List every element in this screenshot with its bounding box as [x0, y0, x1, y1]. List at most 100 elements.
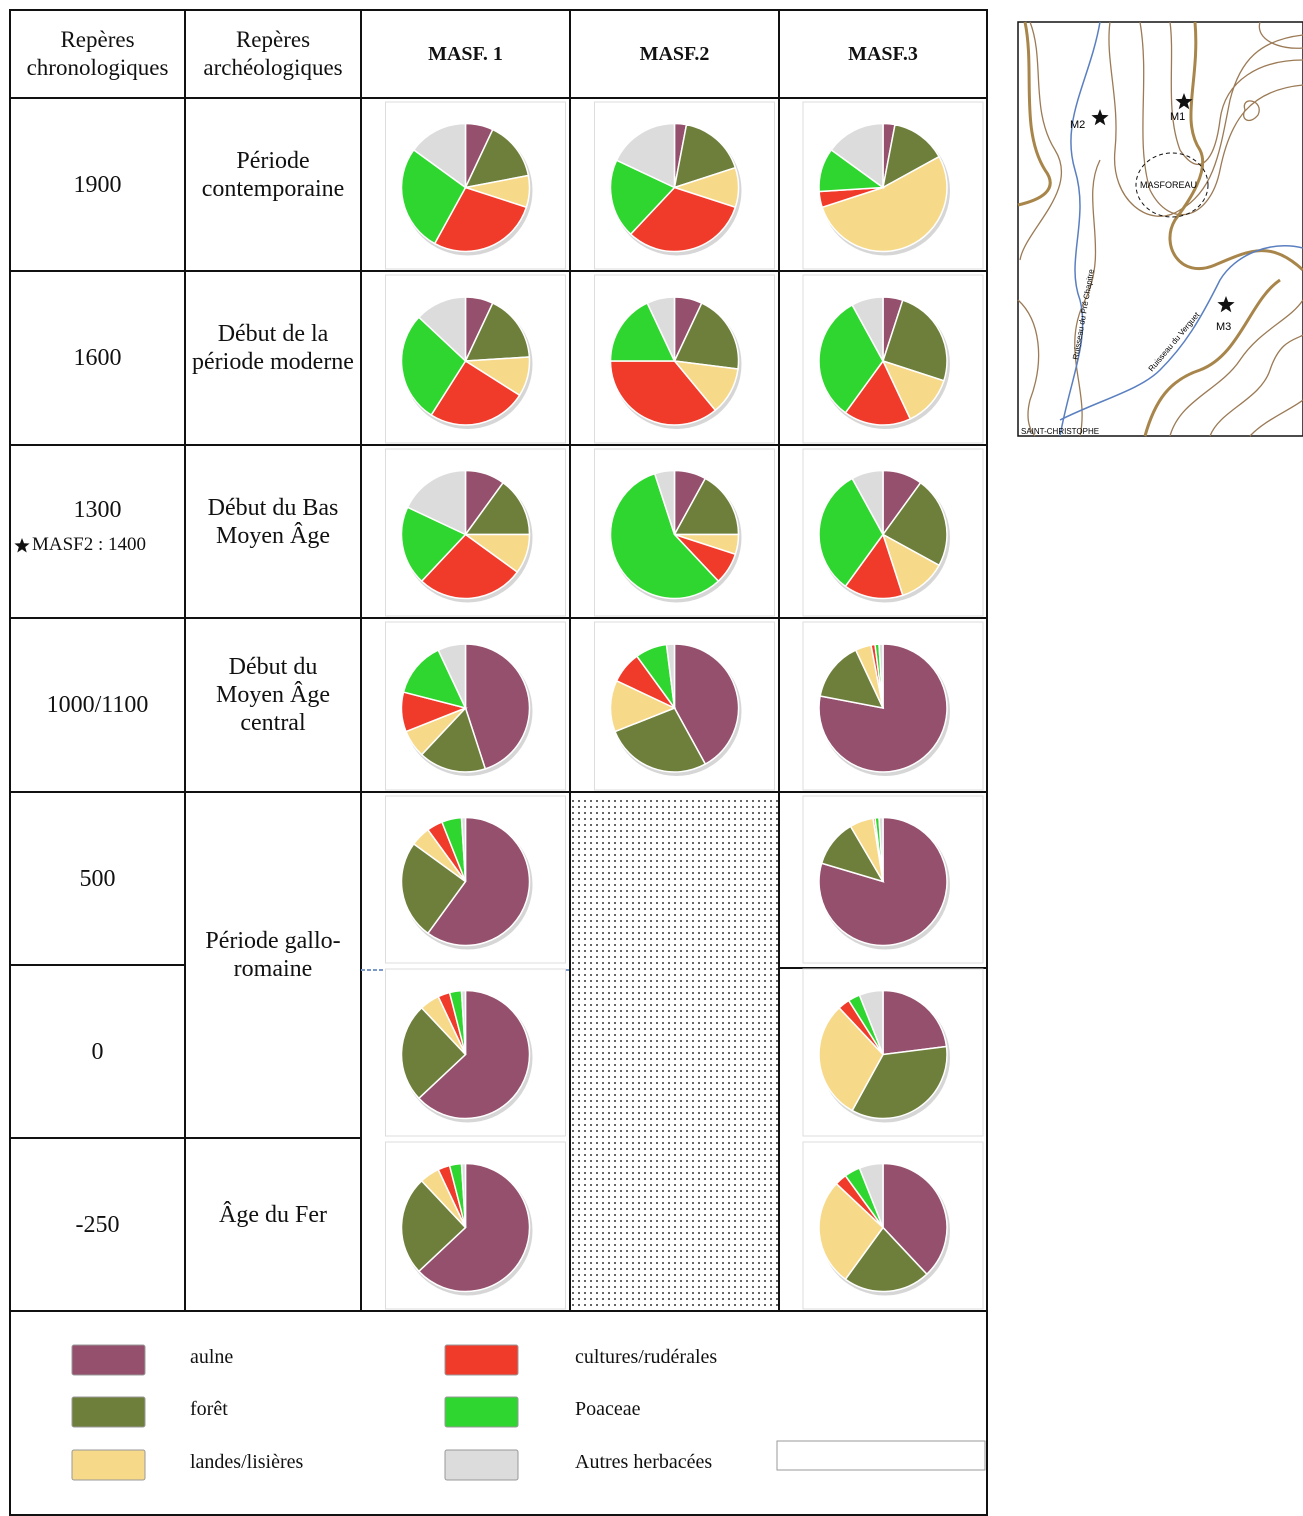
pie-slice	[851, 296, 884, 362]
period-label: Âge du Fer	[219, 1201, 327, 1228]
pie-slice	[609, 159, 676, 236]
legend-label: landes/lisières	[190, 1451, 304, 1473]
site-label: M3	[1216, 321, 1231, 333]
legend-empty-box	[776, 1440, 986, 1471]
period-label: Début du Moyen Âge central	[216, 654, 330, 736]
pie-slice	[830, 122, 884, 189]
pie-slice	[821, 155, 948, 253]
pie-slice	[615, 122, 676, 189]
pie-slice	[406, 469, 467, 536]
pie-slice	[881, 123, 941, 189]
site-star	[1217, 296, 1235, 313]
pie-slice	[464, 481, 531, 536]
chrono-label: 1000/1100	[46, 692, 149, 718]
chrono-note: MASF2 : 1400	[32, 534, 147, 555]
pie-slice	[430, 359, 521, 426]
site-label: M1	[1170, 111, 1185, 123]
period-label: Début du Bas Moyen Âge	[207, 494, 339, 549]
legend-label: cultures/rudérales	[575, 1346, 718, 1368]
pie-slice	[878, 816, 884, 882]
pie-slice	[417, 1162, 531, 1293]
map	[1017, 21, 1303, 437]
pie-slice	[460, 816, 467, 882]
pie-slice	[673, 123, 737, 189]
legend-label: Poaceae	[575, 1398, 641, 1420]
pie-slice	[629, 186, 737, 253]
pie-slice	[464, 302, 531, 362]
pie-slice	[460, 1162, 467, 1228]
site-star	[1091, 109, 1109, 126]
table-grid	[9, 9, 988, 1516]
legend-swatch	[444, 1449, 519, 1481]
legend-label: Autres herbacées	[575, 1451, 713, 1473]
pie-slice	[609, 302, 676, 362]
legend-label: aulne	[190, 1346, 234, 1368]
period-label: Période gallo-romaine	[205, 928, 341, 982]
column-header: MASF. 1	[428, 43, 503, 65]
pie-slice	[653, 469, 676, 535]
pie-slice	[673, 302, 740, 370]
pie-slice	[400, 1006, 467, 1100]
pie-slice	[844, 1226, 928, 1293]
star-marker	[14, 538, 30, 553]
pie-slice	[818, 816, 948, 947]
column-header: MASF.2	[639, 43, 710, 65]
column-header: MASF.3	[848, 43, 918, 65]
chrono-label: 0	[91, 1038, 104, 1065]
pie-slice	[818, 1182, 884, 1281]
pie-slice	[400, 148, 467, 245]
pie-slice	[400, 316, 467, 417]
legend-swatch	[444, 1396, 519, 1428]
pie-slice	[464, 128, 530, 189]
pie-slice	[882, 989, 948, 1056]
pie-slice	[426, 816, 531, 947]
pie-slice	[858, 1162, 884, 1228]
pie-slice	[844, 532, 904, 600]
pie-slice	[460, 989, 467, 1055]
pie-slice	[882, 1162, 948, 1276]
pie-slice	[881, 481, 948, 567]
pie-slice	[417, 296, 467, 363]
pie-slice	[412, 122, 467, 189]
column-header: Repères archéologiques	[203, 27, 343, 80]
chrono-label: 1600	[73, 345, 122, 371]
pie-slice	[673, 643, 740, 766]
legend-swatch	[71, 1396, 146, 1428]
pie-slice	[614, 707, 707, 773]
column-header: Repères chronologiques	[26, 27, 169, 80]
site-star	[1175, 93, 1193, 110]
pie-slice	[420, 706, 487, 773]
pie-slice	[609, 472, 720, 600]
pie-slice	[818, 643, 948, 773]
pie-slice	[844, 359, 912, 426]
pie-slice	[851, 469, 884, 535]
pie-slice	[420, 533, 519, 600]
village-label: SAINT-CHRISTOPHE	[1021, 427, 1099, 436]
site-label: M2	[1070, 119, 1085, 131]
legend-label: forêt	[190, 1398, 228, 1420]
pie-slice	[400, 842, 467, 935]
pie-slice	[818, 303, 884, 414]
pie-slice	[417, 989, 531, 1120]
pie-slice	[858, 989, 884, 1055]
legend-swatch	[71, 1344, 146, 1376]
period-label: Début de la période moderne	[192, 321, 354, 375]
pie-slice	[851, 1045, 948, 1120]
pie-slice	[818, 1006, 884, 1112]
chrono-label: 500	[79, 865, 116, 892]
legend-swatch	[444, 1344, 519, 1376]
chrono-label: 1900	[73, 171, 122, 198]
pie-slice	[646, 296, 676, 362]
place-label: MASFOREAU	[1140, 180, 1197, 190]
period-label: Période contemporaine	[201, 147, 345, 202]
pie-slice	[819, 649, 885, 710]
pie-slice	[437, 643, 467, 709]
pie-slice	[400, 506, 467, 583]
pie-slice	[402, 649, 467, 710]
chrono-label: 1300	[73, 497, 122, 523]
legend-swatch	[71, 1449, 146, 1481]
pie-slice	[609, 360, 717, 426]
no-data-area	[570, 797, 779, 1311]
